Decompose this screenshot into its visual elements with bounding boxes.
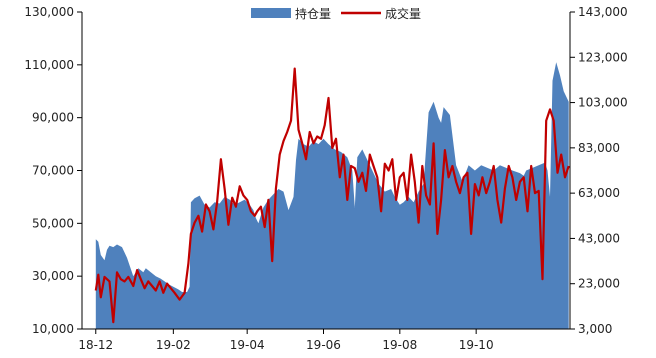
area-layer xyxy=(95,62,569,329)
y-left-tick-label: 10,000 xyxy=(32,322,74,336)
y-right-tick-label: 23,000 xyxy=(578,277,620,291)
x-tick-label: 19-06 xyxy=(306,338,341,352)
y-left-tick-label: 70,000 xyxy=(32,164,74,178)
x-tick-label: 19-02 xyxy=(156,338,191,352)
y-left-tick-label: 130,000 xyxy=(24,5,74,19)
legend-label-line: 成交量 xyxy=(385,6,421,21)
x-tick-label: 19-08 xyxy=(382,338,417,352)
y-left-tick-label: 110,000 xyxy=(24,58,74,72)
x-tick-label: 19-10 xyxy=(459,338,494,352)
y-left-tick-label: 50,000 xyxy=(32,216,74,230)
y-left-tick-label: 30,000 xyxy=(32,269,74,283)
y-right-tick-label: 63,000 xyxy=(578,186,620,200)
y-right-tick-label: 123,000 xyxy=(578,50,628,64)
y-right-tick-label: 43,000 xyxy=(578,231,620,245)
legend: 持仓量 成交量 xyxy=(251,6,421,21)
series-line-成交量 xyxy=(94,67,570,324)
axis-layer: 10,000 30,000 50,000 70,000 90,000 110,000 130… xyxy=(24,5,627,352)
x-tick-label: 18-12 xyxy=(78,338,113,352)
y-right-tick-label: 103,000 xyxy=(578,96,628,110)
legend-swatch-area xyxy=(251,8,291,18)
y-right-tick-label: 3,000 xyxy=(578,322,612,336)
y-right-tick-label: 83,000 xyxy=(578,141,620,155)
y-right-tick-label: 143,000 xyxy=(578,5,628,19)
x-tick-label: 19-04 xyxy=(230,338,265,352)
legend-label-area: 持仓量 xyxy=(295,6,331,21)
series-area-持仓量 xyxy=(95,62,569,329)
y-left-tick-label: 90,000 xyxy=(32,111,74,125)
line-layer xyxy=(94,67,570,324)
